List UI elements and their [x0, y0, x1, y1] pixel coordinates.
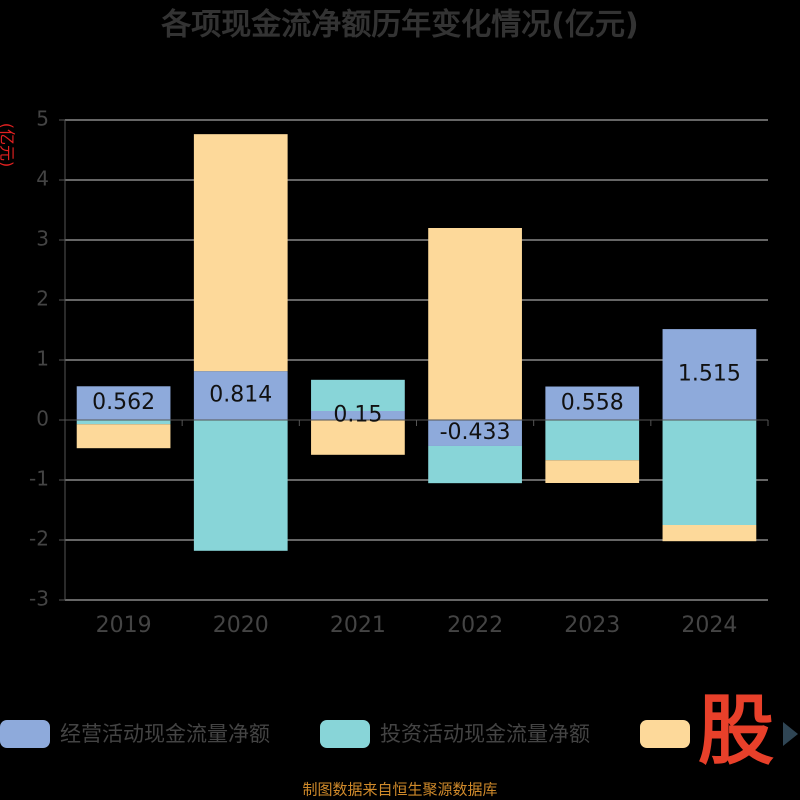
legend-label: 经营活动现金流量净额	[60, 722, 270, 746]
bar-segment	[311, 420, 405, 455]
y-tick-label: 3	[36, 227, 49, 251]
data-label: 1.515	[678, 362, 741, 387]
legend-label: 投资活动现金流量净额	[380, 722, 590, 746]
bar-segment	[428, 420, 522, 446]
y-tick-label: 1	[36, 347, 49, 371]
bar-segment	[545, 386, 640, 420]
y-tick-label: 5	[36, 107, 49, 131]
bar-segment	[311, 411, 405, 420]
bar-segment	[545, 460, 640, 483]
legend-swatch	[640, 720, 690, 748]
data-label: 0.814	[209, 383, 272, 408]
y-tick-label: 2	[36, 287, 49, 311]
data-label: -0.433	[440, 420, 511, 445]
bar-segment	[662, 420, 757, 525]
bar-segment	[76, 386, 171, 420]
x-tick-label: 2021	[330, 613, 386, 638]
x-tick-label: 2022	[447, 613, 503, 638]
y-tick-label: -3	[29, 587, 49, 611]
bar-segment	[428, 228, 522, 420]
data-label: 0.558	[561, 390, 624, 415]
legend-next-arrow[interactable]	[783, 722, 798, 746]
y-tick-label: 4	[36, 167, 49, 191]
bar-segment	[662, 329, 757, 420]
source-note: 制图数据来自恒生聚源数据库	[302, 781, 497, 799]
legend-swatch	[0, 720, 50, 748]
x-tick-label: 2024	[681, 613, 737, 638]
x-tick-label: 2020	[213, 613, 269, 638]
bar-segment	[193, 420, 288, 551]
bar-segment	[76, 424, 171, 449]
data-label: 0.562	[92, 390, 155, 415]
x-tick-label: 2023	[564, 613, 620, 638]
legend-swatch	[320, 720, 370, 748]
bar-segment	[193, 134, 288, 372]
chart-title: 各项现金流净额历年变化情况(亿元)	[160, 8, 638, 43]
logo: 股	[698, 686, 774, 775]
data-label: 0.15	[333, 403, 382, 428]
bar-segment	[193, 371, 288, 420]
bar-segment	[662, 525, 757, 542]
x-tick-label: 2019	[96, 613, 152, 638]
y-tick-label: 0	[36, 407, 49, 431]
bar-segment	[545, 420, 640, 461]
bar-segment	[428, 445, 522, 484]
y-tick-label: -1	[29, 467, 49, 491]
y-axis-label: (亿元)	[0, 123, 17, 168]
bar-segment	[76, 420, 171, 425]
bar-segment	[311, 379, 405, 411]
y-tick-label: -2	[29, 527, 49, 551]
